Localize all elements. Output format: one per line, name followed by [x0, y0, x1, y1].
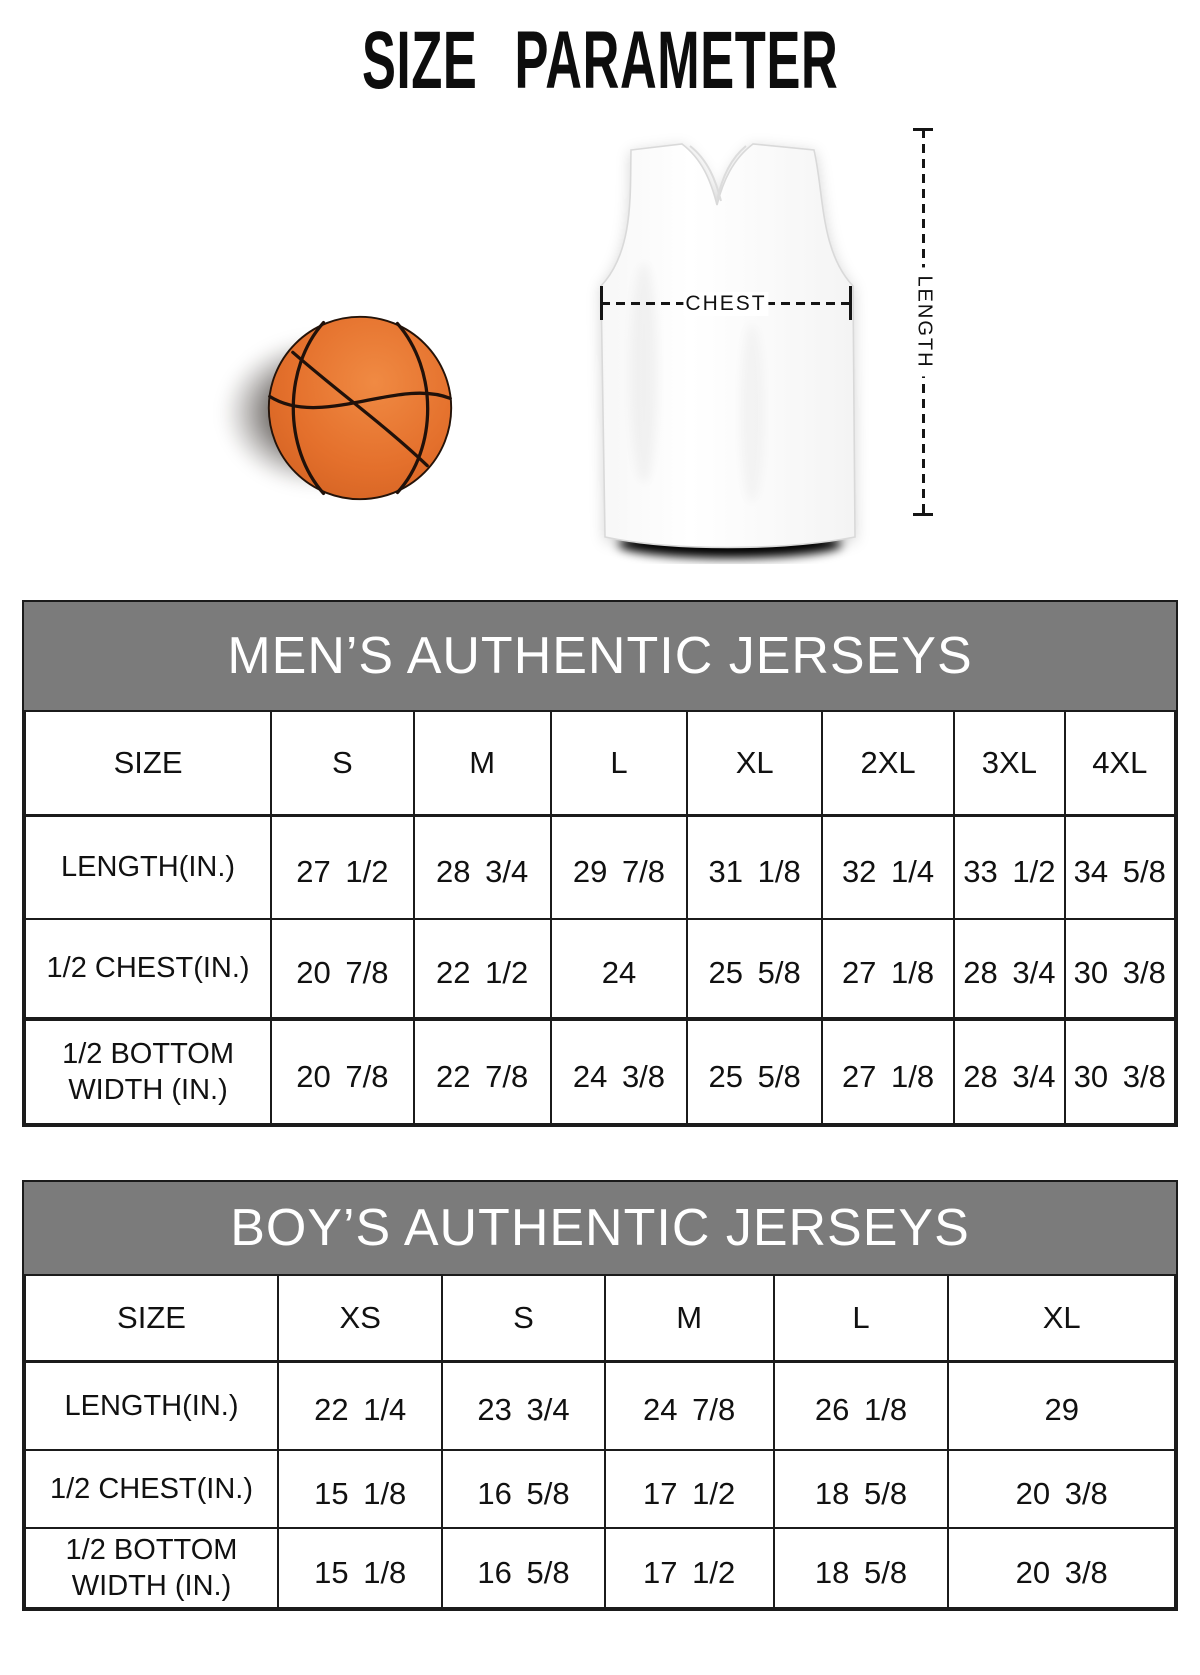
- chest-line-right-tick: [849, 286, 852, 320]
- mens-table-title: MEN’S AUTHENTIC JERSEYS: [24, 602, 1176, 710]
- row-label: LENGTH(IN.): [23, 814, 273, 920]
- boys-size-table: SIZE XS S M L XL LENGTH(IN.) 22 1/4 23 3…: [24, 1274, 1176, 1609]
- column-header: XS: [276, 1274, 444, 1363]
- column-header: S: [441, 1274, 606, 1363]
- table-row: 1/2 CHEST(IN.) 15 1/8 16 5/8 17 1/2 18 5…: [24, 1449, 1176, 1529]
- size-value-cell: 16 5/8: [441, 1449, 606, 1529]
- boys-jerseys-section: BOY’S AUTHENTIC JERSEYS SIZE XS S M L XL…: [22, 1180, 1178, 1611]
- column-header: 3XL: [953, 710, 1066, 817]
- size-value-cell: 22 1/4: [276, 1360, 444, 1451]
- column-header: XL: [947, 1274, 1176, 1363]
- row-label: 1/2 CHEST(IN.): [23, 918, 273, 1021]
- size-value-cell: 25 5/8: [686, 918, 823, 1021]
- size-value-cell: 27 1/8: [820, 918, 956, 1021]
- size-value-cell: 20 7/8: [270, 918, 415, 1021]
- length-dimension-line: LENGTH: [908, 128, 939, 516]
- mens-size-table: SIZE S M L XL 2XL 3XL 4XL LENGTH(IN.) 27…: [23, 710, 1177, 1125]
- column-header: 2XL: [820, 710, 956, 817]
- column-header: 4XL: [1063, 710, 1177, 817]
- size-value-cell: 27 1/2: [270, 814, 415, 920]
- size-value-cell: 25 5/8: [686, 1018, 823, 1125]
- chest-dimension-line: CHEST: [600, 286, 852, 320]
- column-header: XL: [686, 710, 823, 817]
- size-value-cell: 30 3/8: [1063, 918, 1177, 1021]
- length-line-top-tick: [913, 128, 933, 131]
- mens-jerseys-section: MEN’S AUTHENTIC JERSEYS SIZE S M L XL 2X…: [22, 600, 1178, 1127]
- size-value-cell: 24 3/8: [549, 1018, 689, 1125]
- size-value-cell: 18 5/8: [772, 1527, 950, 1609]
- column-header: S: [270, 710, 415, 817]
- size-value-cell: 15 1/8: [276, 1449, 444, 1529]
- row-label: 1/2 BOTTOM WIDTH (IN.): [24, 1527, 279, 1609]
- size-value-cell: 28 3/4: [953, 918, 1066, 1021]
- row-label: 1/2 CHEST(IN.): [24, 1449, 279, 1529]
- table-row: LENGTH(IN.) 27 1/2 28 3/4 29 7/8 31 1/8 …: [23, 814, 1177, 920]
- size-value-cell: 17 1/2: [603, 1449, 775, 1529]
- column-header: M: [603, 1274, 775, 1363]
- size-value-cell: 22 1/2: [412, 918, 552, 1021]
- size-value-cell: 29 7/8: [549, 814, 689, 920]
- page-title: SIZE PARAMETER: [361, 15, 839, 106]
- column-header: M: [412, 710, 552, 817]
- size-value-cell: 32 1/4: [820, 814, 956, 920]
- row-label: LENGTH(IN.): [24, 1360, 279, 1451]
- table-row: LENGTH(IN.) 22 1/4 23 3/4 24 7/8 26 1/8 …: [24, 1360, 1176, 1451]
- column-header: L: [549, 710, 689, 817]
- size-value-cell: 34 5/8: [1063, 814, 1177, 920]
- size-value-cell: 15 1/8: [276, 1527, 444, 1609]
- column-header: SIZE: [23, 710, 273, 817]
- size-value-cell: 30 3/8: [1063, 1018, 1177, 1125]
- size-value-cell: 16 5/8: [441, 1527, 606, 1609]
- row-label: 1/2 BOTTOM WIDTH (IN.): [23, 1018, 273, 1125]
- size-value-cell: 28 3/4: [953, 1018, 1066, 1125]
- size-value-cell: 28 3/4: [412, 814, 552, 920]
- size-value-cell: 24: [549, 918, 689, 1021]
- size-value-cell: 31 1/8: [686, 814, 823, 920]
- chest-line-left-tick: [600, 286, 603, 320]
- table-row: 1/2 BOTTOM WIDTH (IN.) 15 1/8 16 5/8 17 …: [24, 1527, 1176, 1609]
- size-value-cell: 24 7/8: [603, 1360, 775, 1451]
- size-value-cell: 18 5/8: [772, 1449, 950, 1529]
- size-value-cell: 26 1/8: [772, 1360, 950, 1451]
- jersey-image: [600, 143, 856, 558]
- size-value-cell: 20 3/8: [947, 1527, 1176, 1609]
- mens-header-row: SIZE S M L XL 2XL 3XL 4XL: [23, 710, 1177, 817]
- size-value-cell: 22 7/8: [412, 1018, 552, 1125]
- size-value-cell: 29: [947, 1360, 1176, 1451]
- size-value-cell: 20 7/8: [270, 1018, 415, 1125]
- boys-table-title: BOY’S AUTHENTIC JERSEYS: [24, 1182, 1176, 1274]
- size-value-cell: 27 1/8: [820, 1018, 956, 1125]
- column-header: SIZE: [24, 1274, 279, 1363]
- column-header: L: [772, 1274, 950, 1363]
- length-label: LENGTH: [908, 267, 939, 377]
- length-line-bottom-tick: [913, 513, 933, 516]
- table-row: 1/2 CHEST(IN.) 20 7/8 22 1/2 24 25 5/8 2…: [23, 918, 1177, 1021]
- boys-header-row: SIZE XS S M L XL: [24, 1274, 1176, 1363]
- chest-label: CHEST: [683, 291, 769, 316]
- basketball-icon: [267, 315, 453, 501]
- size-value-cell: 33 1/2: [953, 814, 1066, 920]
- size-value-cell: 23 3/4: [441, 1360, 606, 1451]
- size-value-cell: 20 3/8: [947, 1449, 1176, 1529]
- table-row: 1/2 BOTTOM WIDTH (IN.) 20 7/8 22 7/8 24 …: [23, 1018, 1177, 1125]
- size-value-cell: 17 1/2: [603, 1527, 775, 1609]
